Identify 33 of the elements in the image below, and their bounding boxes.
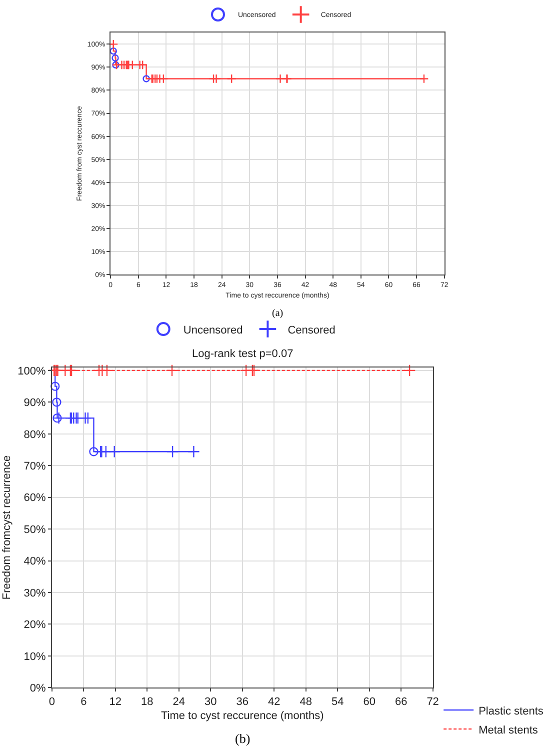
y-tick-label: 50% xyxy=(24,524,46,536)
x-tick-label: 66 xyxy=(394,696,408,708)
x-axis-title: Time to cyst reccurence (months) xyxy=(160,710,324,722)
y-tick-label: 40% xyxy=(24,556,46,568)
x-tick-label: 42 xyxy=(268,696,280,708)
text: (a) xyxy=(272,308,284,319)
x-tick-label: 18 xyxy=(141,696,154,708)
y-tick-label: 10% xyxy=(24,650,46,663)
y-tick-label: 30% xyxy=(24,587,46,600)
y-tick-label: 0% xyxy=(30,682,46,695)
y-tick-label: 80% xyxy=(24,428,46,441)
legend-label: Uncensored xyxy=(183,324,243,336)
text: (b) xyxy=(235,731,250,746)
legend-label: Metal stents xyxy=(478,724,538,736)
chart-subtitle: Log-rank test p=0.07 xyxy=(192,348,294,360)
x-tick-label: 6 xyxy=(80,696,87,708)
y-tick-label: 60% xyxy=(24,492,46,504)
x-tick-label: 0 xyxy=(48,696,55,708)
legend-label: Plastic stents xyxy=(478,705,544,718)
y-tick-label: 100% xyxy=(18,365,46,378)
legend-label: Censored xyxy=(288,324,336,336)
x-tick-label: 36 xyxy=(236,696,249,708)
x-tick-label: 48 xyxy=(300,696,312,708)
y-tick-label: 20% xyxy=(24,619,46,632)
x-tick-label: 60 xyxy=(363,696,376,708)
y-axis-title: Freedom fromcyst recurrence xyxy=(1,455,14,600)
y-tick-label: 70% xyxy=(24,460,46,472)
y-tick-label: 90% xyxy=(24,397,46,410)
x-tick-label: 24 xyxy=(172,696,186,708)
x-tick-label: 72 xyxy=(426,696,439,708)
x-tick-label: 54 xyxy=(331,696,344,708)
x-tick-label: 12 xyxy=(109,696,122,708)
x-tick-label: 30 xyxy=(204,696,217,708)
